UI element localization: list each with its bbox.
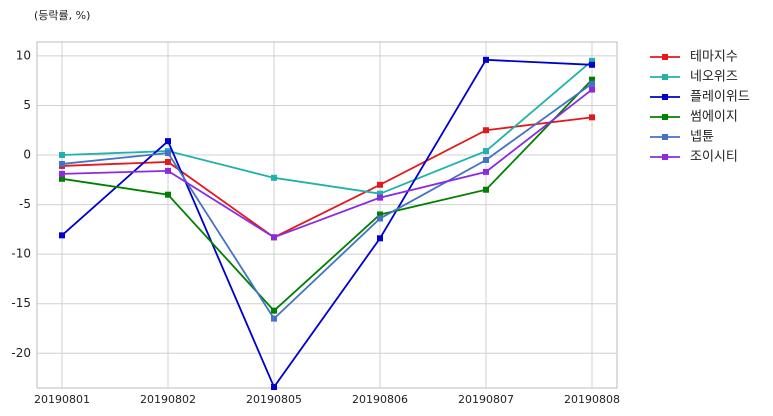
y-tick-label: 0 [23, 148, 31, 162]
point [483, 168, 489, 175]
point [59, 170, 65, 177]
legend-marker [662, 74, 668, 80]
point [377, 194, 383, 201]
x-tick-label: 20190807 [458, 393, 514, 406]
x-tick-label: 20190806 [352, 393, 408, 406]
y-tick-label: 10 [16, 48, 31, 62]
y-tick-label: -20 [11, 346, 31, 360]
point [589, 57, 595, 64]
annotation: (등락률, %) [34, 9, 90, 22]
point [271, 234, 277, 241]
point [483, 186, 489, 193]
point [483, 127, 489, 134]
x-tick-label: 20190802 [140, 393, 196, 406]
point [589, 80, 595, 87]
point [165, 150, 171, 157]
point [271, 174, 277, 181]
series-line [61, 58, 593, 389]
y-tick-label: -10 [11, 247, 31, 261]
legend-label: 썸에이지 [690, 110, 738, 125]
y-tick-label: 5 [23, 98, 31, 112]
point [165, 191, 171, 198]
point [377, 181, 383, 188]
x-tick-label: 20190801 [34, 393, 90, 406]
series-line [61, 60, 593, 195]
point [589, 61, 595, 68]
legend-label: 넵튠 [690, 130, 714, 145]
legend-label: 플레이위드 [690, 90, 750, 105]
legend-marker [662, 134, 668, 140]
point [483, 156, 489, 163]
x-tick-label: 20190808 [564, 393, 620, 406]
legend-marker [662, 94, 668, 100]
point [271, 307, 277, 314]
legend-label: 조이시티 [690, 150, 738, 165]
series-line [61, 79, 593, 312]
point [377, 235, 383, 242]
y-tick-label: -15 [11, 296, 31, 310]
x-tick-label: 20190805 [246, 393, 302, 406]
plot-frame [36, 41, 618, 389]
series-line [61, 88, 593, 239]
series-line [61, 82, 593, 321]
point [271, 384, 277, 391]
point [59, 232, 65, 239]
point [377, 190, 383, 197]
legend-label: 네오위즈 [690, 70, 738, 85]
point [165, 158, 171, 165]
point [59, 175, 65, 182]
point [165, 167, 171, 174]
y-tick-label: -5 [19, 197, 31, 211]
legend-marker [662, 154, 668, 160]
point [483, 148, 489, 155]
point [589, 114, 595, 121]
point [59, 160, 65, 167]
point [271, 315, 277, 322]
point [483, 56, 489, 63]
legend-label: 테마지수 [690, 50, 738, 65]
series-line [61, 116, 593, 239]
point [589, 76, 595, 83]
point [377, 215, 383, 222]
point [165, 138, 171, 145]
legend-marker [662, 54, 668, 60]
point [59, 152, 65, 159]
point [589, 86, 595, 93]
legend-marker [662, 114, 668, 120]
point [377, 211, 383, 218]
